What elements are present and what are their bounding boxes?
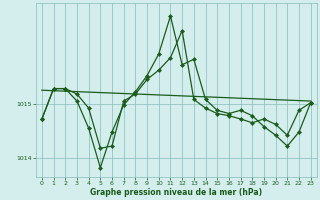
X-axis label: Graphe pression niveau de la mer (hPa): Graphe pression niveau de la mer (hPa) [90,188,262,197]
